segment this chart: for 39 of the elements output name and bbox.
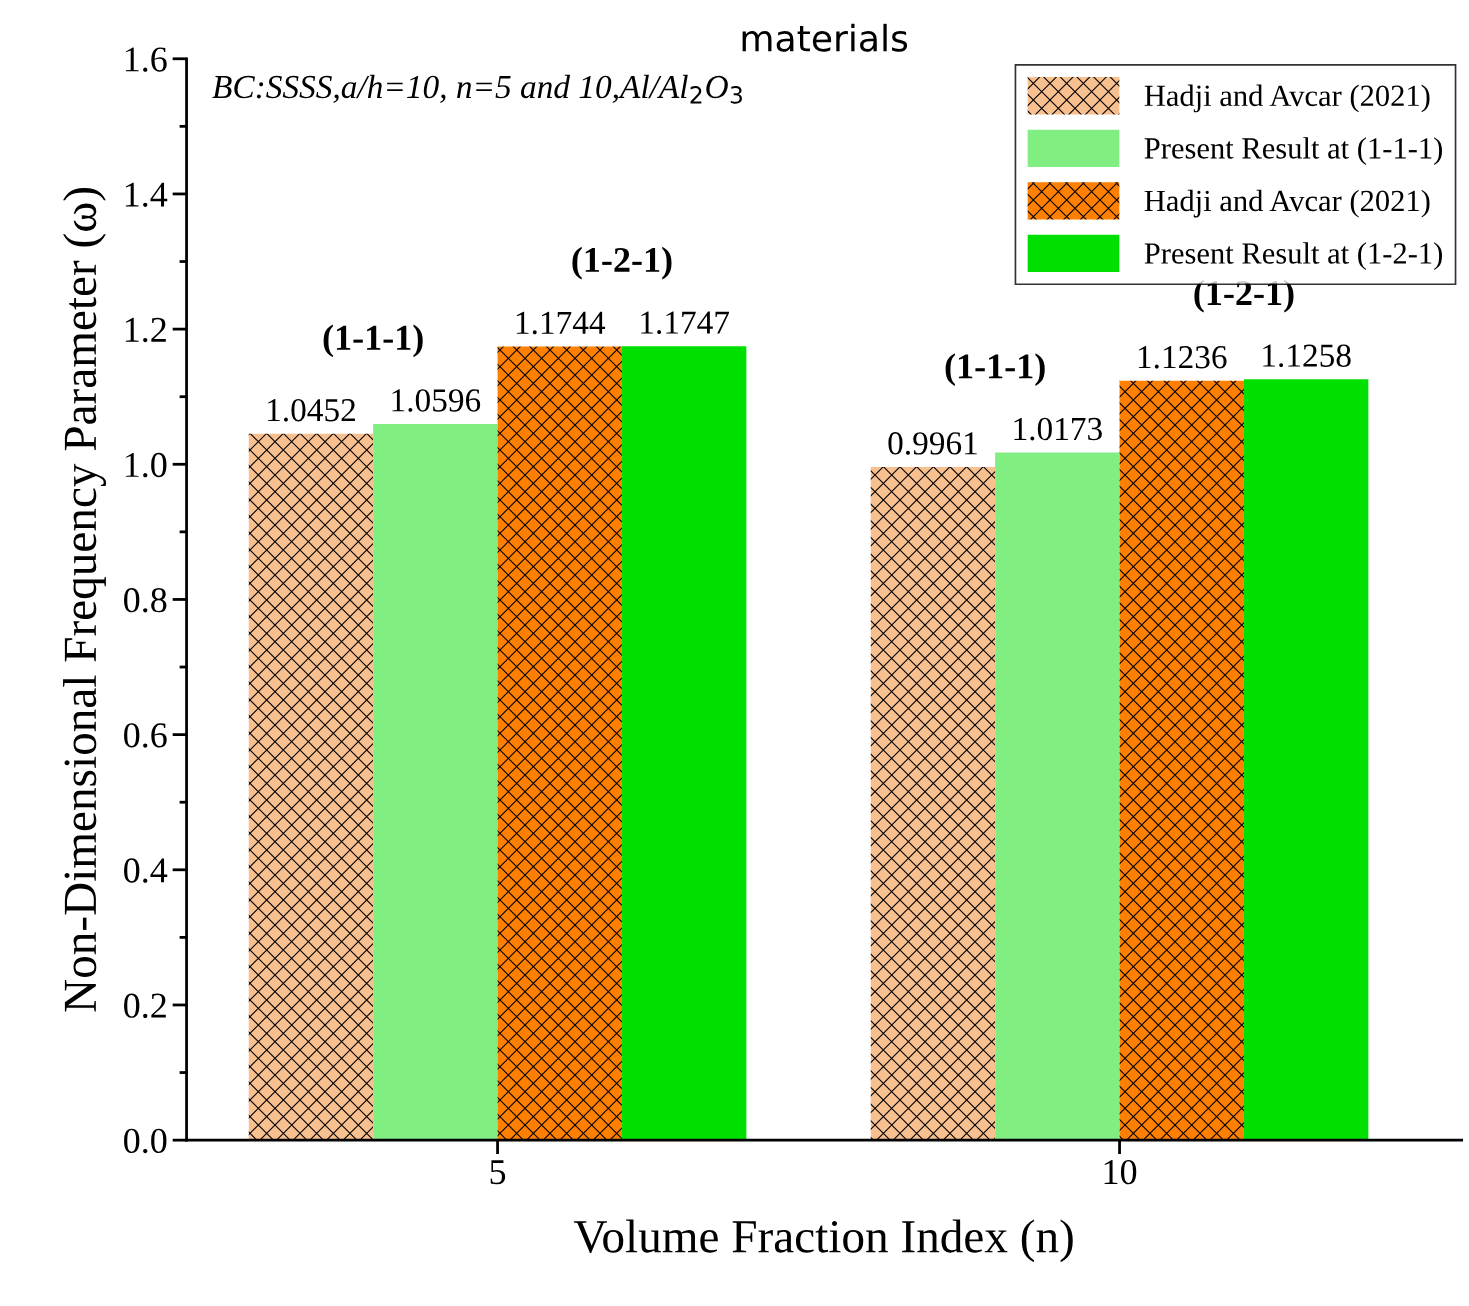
y-tick-label: 1.2 <box>125 317 166 343</box>
data-label: 1.0452 <box>268 398 355 422</box>
chart-title: materials <box>742 23 908 52</box>
x-tick-label: 10 <box>1104 1159 1137 1185</box>
y-tick-label: 0.2 <box>124 993 166 1019</box>
data-label: 0.9961 <box>888 432 977 455</box>
annotation: (1-2-1) <box>1194 279 1294 313</box>
bar <box>995 452 1120 1141</box>
y-tick-label: 0.4 <box>124 858 168 883</box>
y-tick-label: 0.8 <box>124 587 167 613</box>
data-label: 1.0173 <box>1014 417 1102 441</box>
annotation: (1-2-1) <box>572 246 672 280</box>
bar <box>248 433 374 1141</box>
annotation: BC:SSSS,a/h=10, n=5 and 10,Al/Al$_{2}$O$_{3}$ <box>212 74 742 104</box>
annotation: (1-1-1) <box>323 324 423 358</box>
data-label: 1.1236 <box>1138 346 1227 369</box>
data-label: 1.1747 <box>641 311 730 335</box>
y-tick-label: 1.4 <box>125 182 168 207</box>
y-tick-label: 1.6 <box>125 47 167 72</box>
x-tick-label: 5 <box>490 1160 506 1185</box>
bar <box>373 424 498 1141</box>
bar <box>1243 379 1369 1141</box>
legend-label: Present Result at (1-2-1) <box>1144 242 1442 270</box>
bar <box>870 466 996 1141</box>
data-label: 1.1744 <box>516 311 606 335</box>
bar <box>497 346 622 1141</box>
legend-label: Hadji and Avcar (2021) <box>1144 189 1430 218</box>
data-label: 1.0596 <box>392 389 481 412</box>
y-tick-label: 0.0 <box>124 1128 167 1154</box>
x-axis-title: Volume Fraction Index (n) <box>573 1219 1073 1263</box>
legend-label: Present Result at (1-1-1) <box>1144 137 1442 165</box>
y-tick-label: 1.0 <box>125 452 167 478</box>
bar <box>621 346 747 1141</box>
y-tick-label: 0.6 <box>124 723 167 748</box>
annotation: (1-1-1) <box>945 353 1045 386</box>
y-axis-title: Non-Dimensional Frequency Parameter (ω) <box>63 188 107 1012</box>
bar <box>1119 380 1244 1141</box>
legend-label: Hadji and Avcar (2021) <box>1144 84 1430 113</box>
data-label: 1.1258 <box>1263 344 1351 368</box>
